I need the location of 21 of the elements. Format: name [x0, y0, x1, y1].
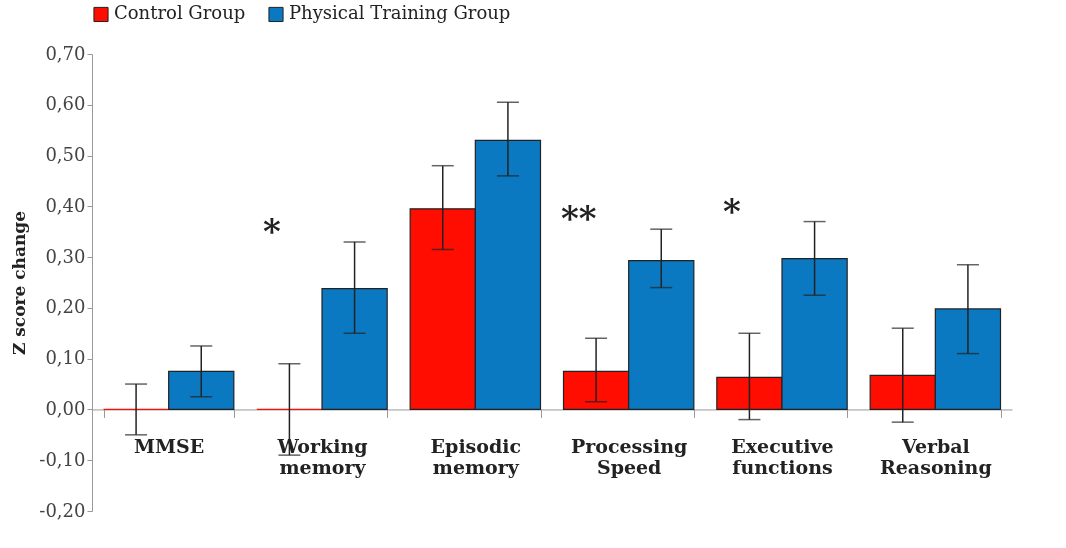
annotation: * [263, 210, 282, 251]
x-tick-label: Episodic memory [430, 434, 522, 478]
x-tick-label: Verbal Reasoning [879, 434, 992, 478]
x-tick-label: Processing Speed [570, 434, 688, 478]
y-tick-label: 0,50 [45, 144, 86, 166]
annotation: * [723, 190, 742, 231]
y-tick-label: 0,20 [45, 296, 86, 318]
y-tick-label: 0,40 [45, 194, 86, 216]
y-axis-title: Z score change [9, 210, 30, 356]
legend-label: Control Group [114, 2, 246, 24]
y-tick-label: 0,00 [45, 397, 86, 419]
x-tick-label: MMSE [134, 434, 205, 457]
x-tick-label: Executive functions [731, 434, 834, 478]
annotation: ** [560, 198, 597, 239]
legend-label: Physical Training Group [289, 2, 511, 24]
y-tick-label: 0,10 [45, 347, 86, 369]
y-tick-label: -0,10 [39, 448, 86, 470]
y-tick-label: 0,30 [45, 245, 86, 267]
y-tick-label: -0,20 [39, 499, 86, 521]
y-tick-label: 0,70 [45, 42, 86, 64]
y-tick-label: 0,60 [45, 93, 86, 115]
